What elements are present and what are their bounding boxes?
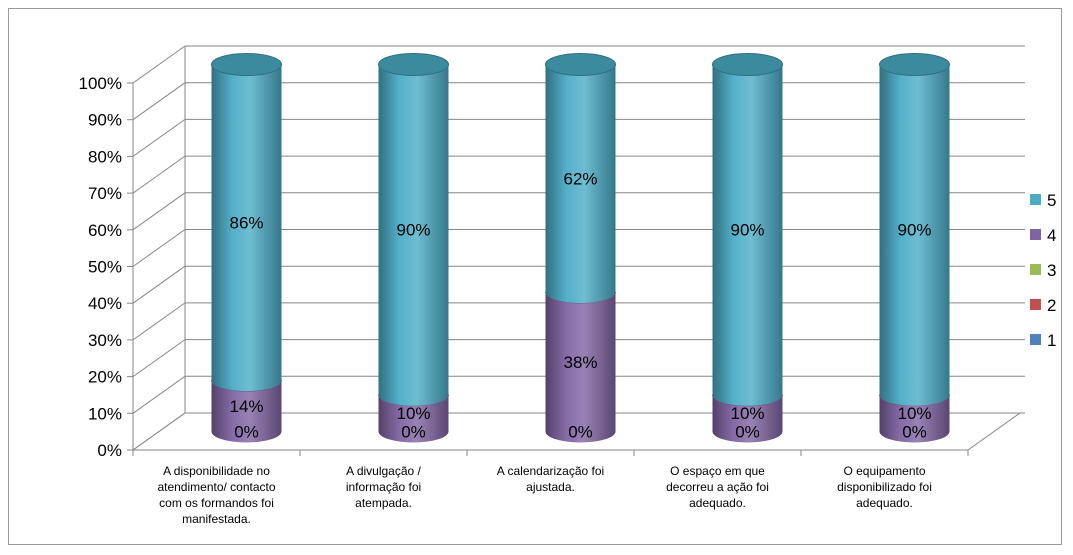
gridline-diagonal xyxy=(132,339,186,378)
data-label-series-5: 90% xyxy=(396,221,430,240)
gridline-diagonal xyxy=(132,229,186,267)
gridline-diagonal xyxy=(132,375,186,414)
y-tick-label: 30% xyxy=(88,331,122,350)
y-tick-label: 10% xyxy=(88,404,122,423)
data-label-series-5: 86% xyxy=(229,213,263,232)
data-label-series-4: 10% xyxy=(396,404,430,423)
legend-label: 5 xyxy=(1047,191,1056,210)
cylinder-4 xyxy=(712,53,783,443)
bar-segment-series-5 xyxy=(211,64,282,392)
cylinder-5 xyxy=(879,53,950,443)
cylinder-top-cap xyxy=(712,53,783,76)
data-label-series-3: 0% xyxy=(902,423,927,442)
bar-segment-series-4 xyxy=(879,394,950,443)
legend-label: 2 xyxy=(1047,296,1056,315)
bar-segment-series-5 xyxy=(712,64,783,406)
cylinder-2 xyxy=(378,53,449,443)
data-label-series-4: 10% xyxy=(730,404,764,423)
y-tick-label: 90% xyxy=(88,111,122,130)
legend-item-2: 2 xyxy=(1030,296,1056,315)
legend-label: 4 xyxy=(1047,226,1056,245)
legend-item-4: 4 xyxy=(1030,226,1056,245)
category-labels: A disponibilidade no atendimento/ contact… xyxy=(132,450,969,526)
gridline-diagonal xyxy=(132,82,186,121)
y-tick-label: 70% xyxy=(88,184,122,203)
legend-swatch xyxy=(1030,264,1041,275)
y-tick-label: 0% xyxy=(97,441,122,460)
gridline-diagonal xyxy=(132,45,186,84)
data-label-series-5: 90% xyxy=(897,221,931,240)
data-label-series-3: 0% xyxy=(568,423,593,442)
data-label-series-5: 62% xyxy=(563,169,597,188)
legend-swatch xyxy=(1030,299,1041,310)
category-label: O espaço em que decorreu a ação foi adequa… xyxy=(666,464,769,510)
legend-item-1: 1 xyxy=(1030,331,1056,350)
cylinder-top-cap xyxy=(545,53,616,76)
gridline-diagonal xyxy=(132,118,186,157)
gridline-diagonal xyxy=(132,155,186,194)
cylinders xyxy=(211,53,950,443)
legend-item-5: 5 xyxy=(1030,191,1056,210)
bar-segment-series-5 xyxy=(545,64,616,304)
legend: 5 4 3 2 1 xyxy=(1030,191,1056,350)
category-label: O equipamento disponibilizado foi adequado… xyxy=(837,464,932,510)
bar-segment-series-4 xyxy=(545,292,616,443)
gridline-diagonal xyxy=(132,265,186,304)
bar-segment-series-5 xyxy=(879,64,950,406)
data-labels: 0%14%86%0%10%90%0%38%62%0%10%90%0%10%90% xyxy=(229,169,931,441)
legend-item-3: 3 xyxy=(1030,261,1056,280)
legend-label: 3 xyxy=(1047,261,1056,280)
data-label-series-4: 38% xyxy=(563,353,597,372)
cylinder-1 xyxy=(211,53,282,443)
data-label-series-3: 0% xyxy=(401,423,426,442)
y-tick-label: 100% xyxy=(79,74,122,93)
y-axis-ticks: 0% 10% 20% 30% 40% 50% 60% 70% 80% 90% 100% xyxy=(79,74,133,460)
data-label-series-5: 90% xyxy=(730,221,764,240)
category-label: A divulgação / informação foi atempada. xyxy=(346,464,422,510)
category-label: A calendarização foi ajustada. xyxy=(497,464,604,494)
legend-swatch xyxy=(1030,334,1041,345)
bar-segment-series-5 xyxy=(378,64,449,406)
bar-segment-series-4 xyxy=(378,394,449,443)
y-tick-label: 40% xyxy=(88,294,122,313)
legend-swatch xyxy=(1030,229,1041,240)
cylinder-top-cap xyxy=(211,53,282,76)
gridline-diagonal xyxy=(132,192,186,231)
y-tick-label: 60% xyxy=(88,221,122,240)
category-label: A disponibilidade no atendimento/ contact… xyxy=(157,464,275,526)
data-label-series-4: 10% xyxy=(897,404,931,423)
y-tick-label: 80% xyxy=(88,147,122,166)
data-label-series-3: 0% xyxy=(735,423,760,442)
legend-swatch xyxy=(1030,194,1041,205)
cylinder-3 xyxy=(545,53,616,443)
gridline-diagonal xyxy=(132,412,186,451)
bar-segment-series-4 xyxy=(211,380,282,443)
gridline-diagonal xyxy=(132,302,186,341)
y-tick-label: 50% xyxy=(88,258,122,277)
cylinder-top-cap xyxy=(378,53,449,76)
cylinder-top-cap xyxy=(879,53,950,76)
bar-segment-series-4 xyxy=(712,394,783,443)
legend-label: 1 xyxy=(1047,331,1056,350)
data-label-series-4: 14% xyxy=(229,397,263,416)
data-label-series-3: 0% xyxy=(234,423,259,442)
y-tick-label: 20% xyxy=(88,368,122,387)
